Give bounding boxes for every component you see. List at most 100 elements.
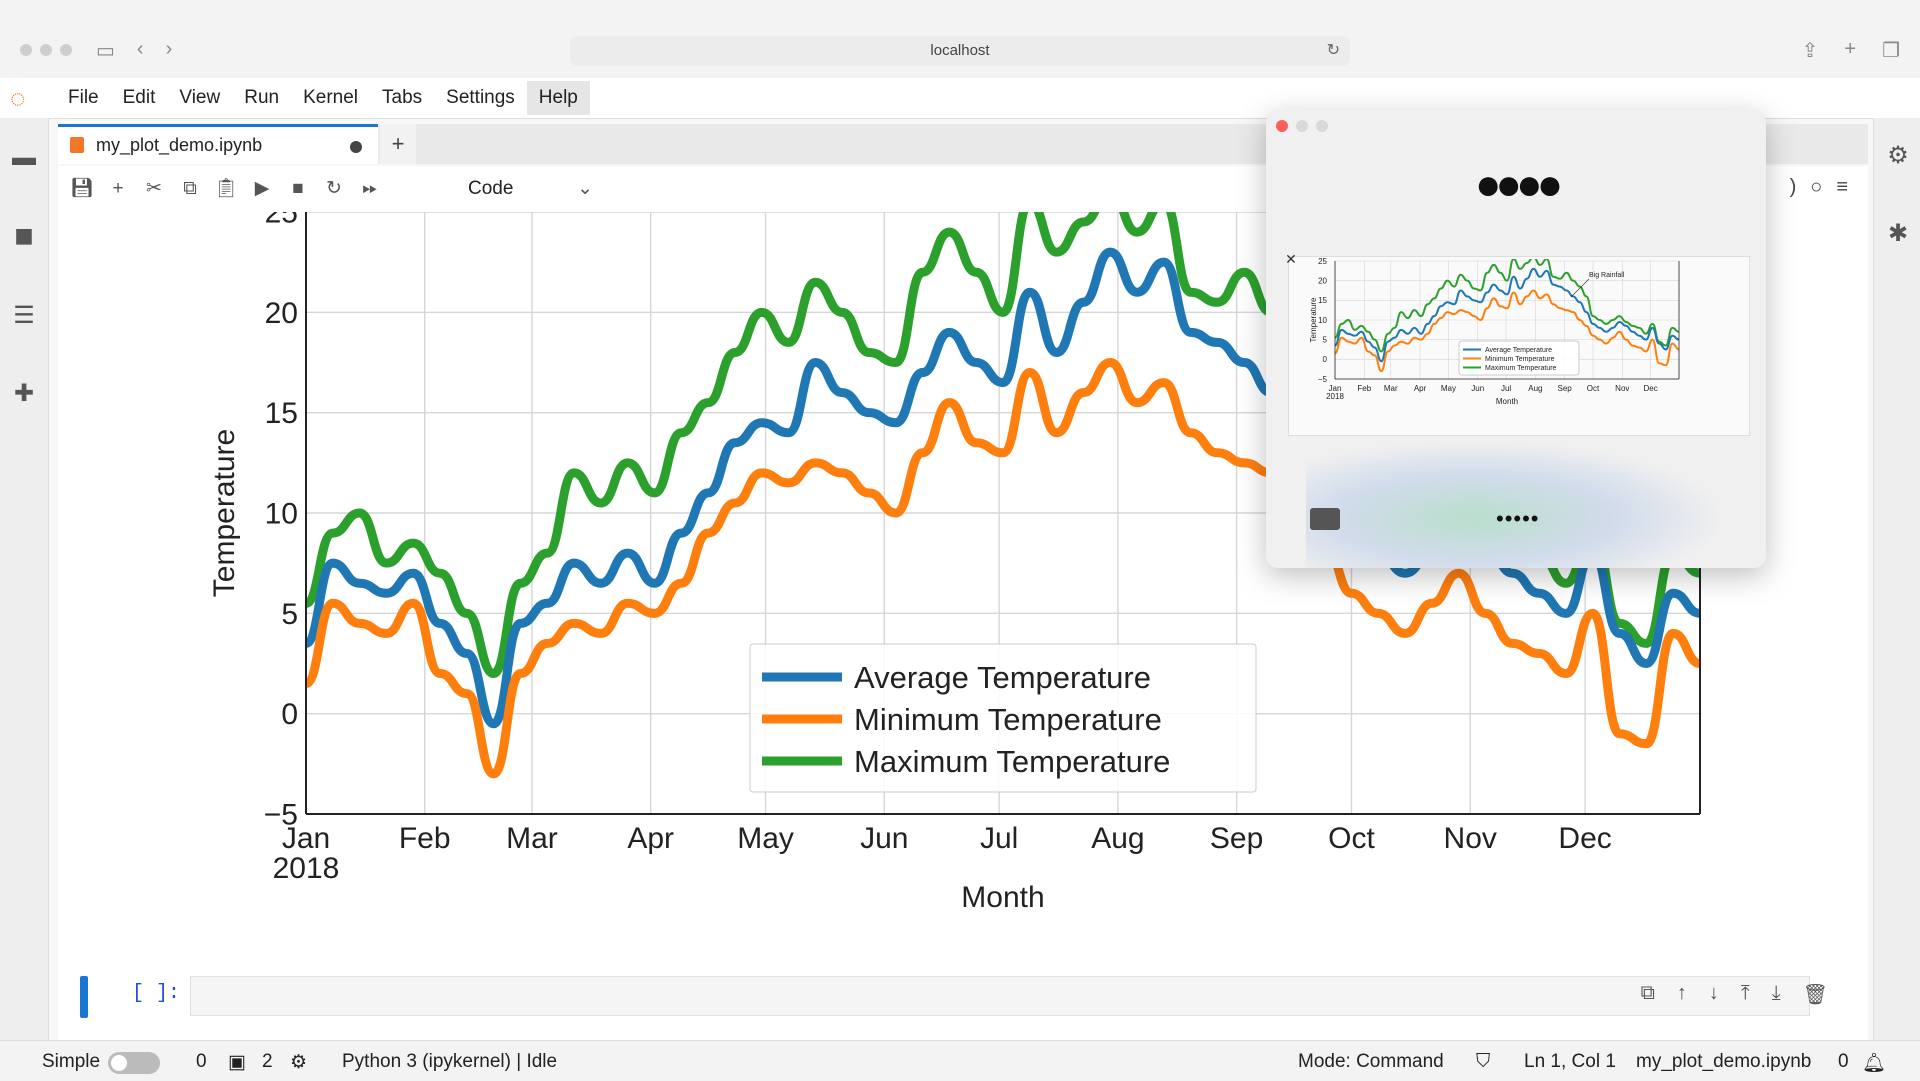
menu-settings[interactable]: Settings	[446, 87, 515, 108]
menu-run[interactable]: Run	[244, 87, 280, 108]
x-tick-label: 2018	[273, 852, 340, 885]
insert-cell-icon[interactable]: +	[112, 178, 124, 199]
paste-icon[interactable]: 📋︎	[213, 178, 239, 199]
kernels-count[interactable]: 2	[262, 1051, 273, 1072]
kernel-idle-icon: ○	[1810, 176, 1823, 198]
move-up-icon[interactable]: ↑	[1676, 982, 1687, 1004]
y-tick-label: 25	[1318, 257, 1327, 266]
more-menu-icon[interactable]: ≡	[1836, 176, 1848, 198]
series-line-average-temperature	[1335, 267, 1679, 363]
cursor-position[interactable]: Ln 1, Col 1	[1524, 1051, 1616, 1072]
sidebar-toggle-icon[interactable]: ▭	[96, 40, 115, 62]
address-bar[interactable]: localhost ↻	[570, 36, 1350, 66]
tabs-overview-icon[interactable]: ❐	[1882, 40, 1900, 62]
address-url: localhost	[930, 42, 990, 59]
cell-editor[interactable]	[190, 976, 1810, 1016]
browser-nav: ▭ ‹ ›	[96, 38, 172, 63]
code-cell[interactable]: [ ]: ⧉ ↑ ↓ ⤒ ⤓ 🗑︎	[58, 960, 1868, 1020]
kernel-name-fragment-icon[interactable]: )	[1789, 176, 1797, 198]
run-all-icon[interactable]: ⏩︎	[362, 178, 378, 199]
insert-above-icon[interactable]: ⤒	[1740, 982, 1750, 1004]
series-line-maximum-temperature	[1335, 259, 1679, 353]
copy-icon[interactable]: ⧉	[183, 178, 197, 199]
menubar: ◌ File Edit View Run Kernel Tabs Setting…	[0, 78, 1920, 119]
cell-type-value: Code	[468, 178, 514, 199]
terminal-icon: ▣	[228, 1052, 246, 1073]
series-line-minimum-temperature	[1335, 289, 1679, 373]
move-down-icon[interactable]: ↓	[1708, 982, 1719, 1004]
duplicate-cell-icon[interactable]: ⧉	[1640, 982, 1655, 1004]
terminals-count[interactable]: 0	[196, 1051, 207, 1072]
x-tick-label: May	[737, 822, 794, 855]
restart-icon[interactable]: ↻	[326, 178, 342, 199]
menu-kernel[interactable]: Kernel	[303, 87, 358, 108]
notebook-area: Jan 2018 Feb Mar Apr May Jun Jul Aug Sep Oct Nov Dec…	[58, 212, 1868, 1040]
x-tick-label: Jul	[980, 822, 1018, 855]
trust-icon: ⛉	[1476, 1051, 1491, 1072]
x-axis-label: Month	[961, 881, 1044, 914]
close-dot-icon[interactable]	[1276, 120, 1288, 132]
legend-box	[1458, 340, 1580, 376]
preview-thumbnail[interactable]: ✕ Jan 2018 Feb Mar Apr May Jun Jul Aug Sep Oct Nov D…	[1285, 251, 1750, 436]
bell-icon[interactable]: 🔔︎	[1862, 1053, 1887, 1074]
property-inspector-icon[interactable]: ⚙	[1887, 142, 1909, 169]
x-tick-label: Feb	[1357, 384, 1371, 393]
right-sidebar: ⚙ ✱	[1873, 118, 1920, 1040]
status-bar: Simple 0 ▣ 2 ⚙ Python 3 (ipykernel) | Id…	[0, 1040, 1920, 1081]
legend-box	[749, 643, 1257, 793]
menu-tabs[interactable]: Tabs	[382, 87, 423, 108]
y-tick-label: 0	[281, 698, 298, 731]
menu-file[interactable]: File	[68, 87, 99, 108]
window-controls[interactable]	[20, 44, 72, 56]
minimize-dot-icon[interactable]	[1296, 120, 1308, 132]
unsaved-dot-icon[interactable]	[350, 141, 362, 153]
x-tick-label: Mar	[506, 822, 558, 855]
new-launcher-button[interactable]: +	[380, 124, 416, 164]
x-tick-label: Dec	[1558, 822, 1611, 855]
delete-cell-icon[interactable]: 🗑︎	[1802, 984, 1828, 1006]
insert-below-icon[interactable]: ⤓	[1771, 982, 1781, 1004]
legend-label: Minimum Temperature	[1485, 356, 1555, 363]
menu-view[interactable]: View	[179, 87, 221, 108]
cut-icon[interactable]: ✂	[146, 178, 162, 199]
back-icon[interactable]: ‹	[136, 38, 144, 60]
y-tick-label: 10	[1318, 316, 1327, 325]
preview-window-controls[interactable]	[1276, 120, 1328, 132]
y-tick-label: 5	[281, 598, 298, 631]
kernel-status-text[interactable]: Python 3 (ipykernel) | Idle	[342, 1051, 558, 1072]
simple-mode-toggle[interactable]	[108, 1052, 160, 1074]
folder-icon[interactable]: ▬	[12, 144, 36, 171]
running-icon[interactable]: ◼	[14, 222, 34, 249]
notification-count: 0	[1838, 1051, 1849, 1072]
tab-notebook[interactable]: my_plot_demo.ipynb	[58, 124, 378, 164]
reload-icon[interactable]: ↻	[1326, 42, 1340, 59]
toc-icon[interactable]: ☰	[13, 302, 35, 329]
x-axis-label: Month	[1496, 397, 1518, 406]
blur-backdrop	[1306, 440, 1726, 568]
jupyter-logo-icon: ◌	[10, 83, 26, 113]
stop-icon[interactable]: ■	[292, 178, 304, 199]
debugger-icon[interactable]: ✱	[1887, 220, 1909, 247]
x-tick-label: Jun	[860, 822, 908, 855]
zoom-dot-icon[interactable]	[1316, 120, 1328, 132]
extension-icon[interactable]: ✚	[13, 380, 35, 407]
save-icon[interactable]: 💾︎	[69, 178, 95, 199]
new-tab-icon[interactable]: +	[1844, 38, 1857, 60]
cell-type-select[interactable]: Code ⌄	[468, 176, 593, 202]
forward-icon[interactable]: ›	[165, 38, 173, 60]
cell-prompt: [ ]:	[132, 982, 181, 1005]
y-axis-label: Temperature	[1309, 297, 1318, 342]
x-tick-label: Oct	[1328, 822, 1375, 855]
menu-edit[interactable]: Edit	[122, 87, 156, 108]
share-icon[interactable]: ⇪	[1801, 40, 1819, 62]
legend-label: Average Temperature	[1485, 347, 1552, 354]
close-icon[interactable]: ✕	[1285, 251, 1297, 267]
run-icon[interactable]: ▶	[254, 178, 270, 199]
y-tick-label: −5	[1318, 375, 1328, 384]
x-tick-label: Aug	[1091, 822, 1144, 855]
x-tick-label: Dec	[1644, 384, 1658, 393]
x-tick-label: May	[1441, 384, 1456, 393]
menu-help[interactable]: Help	[526, 81, 590, 115]
x-tick-label: 2018	[1326, 392, 1344, 401]
